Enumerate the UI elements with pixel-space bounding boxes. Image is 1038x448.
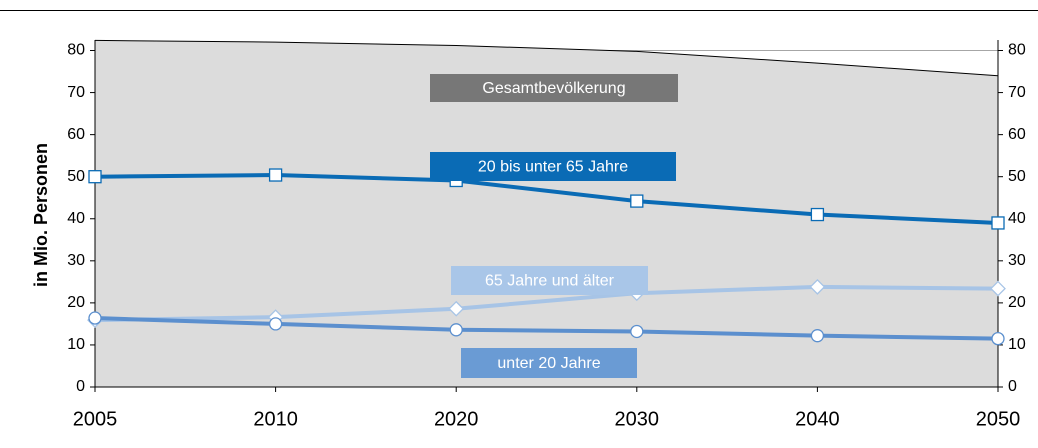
marker (268, 317, 283, 331)
series-label-box (451, 266, 648, 295)
marker (810, 329, 825, 343)
x-tick-label: 2040 (795, 408, 840, 430)
marker (990, 280, 1006, 297)
y-tick-label: 10 (67, 336, 85, 353)
y2-tick-label: 40 (1008, 210, 1026, 227)
y2-tick-label: 60 (1008, 126, 1026, 143)
x-tick-label: 2005 (73, 408, 118, 430)
y-axis-label: in Mio. Personen (31, 143, 51, 287)
x-tick-label: 2020 (434, 408, 479, 430)
series-label: Gesamtbevölkerung (482, 80, 625, 97)
x-tick-label: 2010 (253, 408, 298, 430)
marker (448, 300, 465, 317)
x-tick-label: 2030 (615, 408, 660, 430)
y2-tick-label: 70 (1008, 84, 1026, 101)
series-label: unter 20 Jahre (497, 355, 600, 372)
y-tick-label: 30 (67, 252, 85, 269)
line (94, 316, 999, 341)
marker (268, 168, 283, 182)
y2-tick-label: 10 (1008, 336, 1026, 353)
marker (809, 278, 826, 295)
y-tick-label: 0 (76, 378, 85, 395)
y-tick-label: 80 (67, 42, 85, 59)
marker (449, 323, 463, 337)
y2-tick-label: 0 (1008, 378, 1017, 395)
line (94, 173, 999, 225)
marker (630, 324, 644, 339)
series-label: 65 Jahre und älter (485, 273, 615, 290)
series-label-box (430, 152, 676, 181)
y2-tick-label: 30 (1008, 252, 1026, 269)
series-label-box (430, 74, 678, 102)
y-tick-label: 40 (67, 210, 85, 227)
line (94, 284, 999, 323)
y-tick-label: 60 (67, 126, 85, 143)
series-label-box (461, 348, 637, 378)
marker (88, 170, 102, 184)
y-tick-label: 20 (67, 294, 85, 311)
area (95, 40, 998, 388)
y-tick-label: 70 (67, 84, 85, 101)
marker (810, 207, 825, 222)
y2-tick-label: 20 (1008, 294, 1026, 311)
x-tick-label: 2050 (976, 408, 1021, 430)
y2-tick-label: 50 (1008, 168, 1026, 185)
marker (991, 331, 1005, 346)
marker (630, 194, 644, 208)
y-tick-label: 50 (67, 168, 85, 185)
series-label: 20 bis unter 65 Jahre (478, 159, 628, 176)
y2-tick-label: 80 (1008, 42, 1026, 59)
marker (991, 216, 1005, 230)
marker (88, 311, 102, 325)
line (94, 39, 999, 77)
